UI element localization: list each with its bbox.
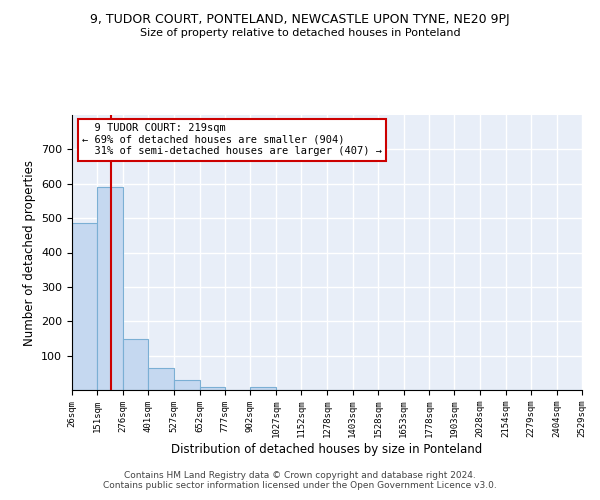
X-axis label: Distribution of detached houses by size in Ponteland: Distribution of detached houses by size … <box>172 443 482 456</box>
Y-axis label: Number of detached properties: Number of detached properties <box>23 160 35 346</box>
Text: 9 TUDOR COURT: 219sqm
← 69% of detached houses are smaller (904)
  31% of semi-d: 9 TUDOR COURT: 219sqm ← 69% of detached … <box>82 123 382 156</box>
Bar <box>123 339 148 390</box>
Text: 9, TUDOR COURT, PONTELAND, NEWCASTLE UPON TYNE, NE20 9PJ: 9, TUDOR COURT, PONTELAND, NEWCASTLE UPO… <box>90 12 510 26</box>
Bar <box>174 380 200 390</box>
Bar <box>250 387 276 390</box>
Bar <box>97 187 123 390</box>
Bar <box>72 222 97 390</box>
Bar <box>200 386 225 390</box>
Text: Contains HM Land Registry data © Crown copyright and database right 2024.
Contai: Contains HM Land Registry data © Crown c… <box>103 470 497 490</box>
Text: Size of property relative to detached houses in Ponteland: Size of property relative to detached ho… <box>140 28 460 38</box>
Bar <box>148 368 174 390</box>
